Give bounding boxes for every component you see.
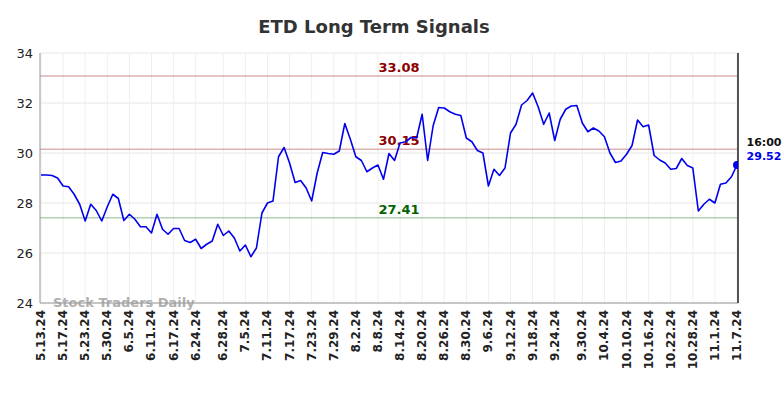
price-line (41, 93, 737, 257)
x-grid-line (151, 53, 152, 303)
x-tick-label: 5.13.24 (34, 310, 48, 361)
background (0, 0, 784, 398)
x-tick-label: 8.20.24 (415, 310, 429, 361)
level-label: 27.41 (378, 202, 419, 217)
plot-area (41, 93, 738, 257)
x-grid-line (245, 53, 246, 303)
x-grid-line (466, 53, 467, 303)
x-grid-line (670, 53, 671, 303)
x-tick-label: 8.30.24 (459, 310, 473, 361)
x-tick-label: 5.17.24 (56, 310, 70, 361)
x-tick-label: 6.17.24 (167, 310, 181, 361)
x-grid-line (129, 53, 130, 303)
x-grid-line (510, 53, 511, 303)
x-tick-label: 11.1.24 (708, 310, 722, 361)
y-tick-label: 32 (16, 96, 33, 111)
x-grid-line (377, 53, 378, 303)
x-grid-line (173, 53, 174, 303)
x-tick-label: 9.30.24 (575, 310, 589, 361)
x-tick-label: 5.23.24 (78, 310, 92, 361)
last-value: 29.52 (747, 150, 782, 163)
last-point (733, 161, 738, 169)
x-grid-line (582, 53, 583, 303)
x-tick-label: 10.28.24 (686, 310, 700, 369)
x-tick-label: 7.11.24 (260, 310, 274, 361)
x-grid-line (488, 53, 489, 303)
right-border (737, 53, 739, 303)
x-tick-label: 11.7.24 (730, 310, 744, 361)
x-tick-label: 10.22.24 (664, 310, 678, 369)
x-tick-label: 10.10.24 (620, 310, 634, 369)
x-tick-label: 6.11.24 (144, 310, 158, 361)
x-tick-label: 7.29.24 (327, 310, 341, 361)
x-grid-line (107, 53, 108, 303)
x-axis (40, 303, 738, 304)
x-grid-line (737, 53, 738, 303)
y-tick-label: 24 (16, 296, 33, 311)
x-tick-label: 9.18.24 (526, 310, 540, 361)
x-tick-label: 6.28.24 (216, 310, 230, 361)
x-grid-line (267, 53, 268, 303)
x-tick-label: 8.2.24 (349, 310, 363, 353)
x-tick-label: 9.12.24 (504, 310, 518, 361)
x-grid-line (355, 53, 356, 303)
x-grid-line (626, 53, 627, 303)
x-grid-line (532, 53, 533, 303)
x-grid-line (444, 53, 445, 303)
level-line (40, 75, 738, 77)
x-grid-line (714, 53, 715, 303)
last-time: 16:00 (746, 136, 781, 149)
y-tick-label: 34 (16, 46, 33, 61)
x-tick-label: 9.6.24 (481, 310, 495, 353)
x-tick-label: 8.14.24 (393, 310, 407, 361)
chart: 24 26 28 30 32 34 5.13.24 5.17.24 5.23.24 5.30.24… (0, 0, 784, 398)
x-tick-label: 7.17.24 (283, 310, 297, 361)
y-grid-line (40, 103, 738, 104)
x-grid-line (311, 53, 312, 303)
x-tick-label: 10.4.24 (597, 310, 611, 361)
x-tick-label: 9.24.24 (548, 310, 562, 361)
x-tick-label: 7.23.24 (305, 310, 319, 361)
level-line (40, 217, 738, 219)
x-tick-label: 8.26.24 (437, 310, 451, 361)
x-tick-label: 8.8.24 (371, 310, 385, 353)
x-grid-line (554, 53, 555, 303)
title: ETD Long Term Signals (258, 16, 489, 37)
y-tick-label: 26 (16, 246, 33, 261)
x-tick-label: 5.30.24 (100, 310, 114, 361)
level-line (40, 149, 738, 151)
x-grid-line (289, 53, 290, 303)
x-grid-line (223, 53, 224, 303)
x-grid-line (604, 53, 605, 303)
x-grid-line (85, 53, 86, 303)
x-tick-label: 7.5.24 (238, 310, 252, 353)
y-tick-label: 28 (16, 196, 33, 211)
x-grid-line (41, 53, 42, 303)
level-label: 33.08 (378, 60, 419, 75)
y-axis (40, 53, 41, 303)
x-grid-line (422, 53, 423, 303)
y-grid-line (40, 303, 738, 304)
x-tick-label: 6.24.24 (189, 310, 203, 361)
y-tick-label: 30 (16, 146, 33, 161)
x-grid-line (692, 53, 693, 303)
y-grid-line (40, 253, 738, 254)
x-grid-line (333, 53, 334, 303)
x-tick-label: 10.16.24 (642, 310, 656, 369)
y-grid-line (40, 53, 738, 54)
x-grid-line (63, 53, 64, 303)
x-grid-line (648, 53, 649, 303)
x-tick-label: 6.5.24 (122, 310, 136, 353)
x-grid-line (195, 53, 196, 303)
x-grid-line (400, 53, 401, 303)
